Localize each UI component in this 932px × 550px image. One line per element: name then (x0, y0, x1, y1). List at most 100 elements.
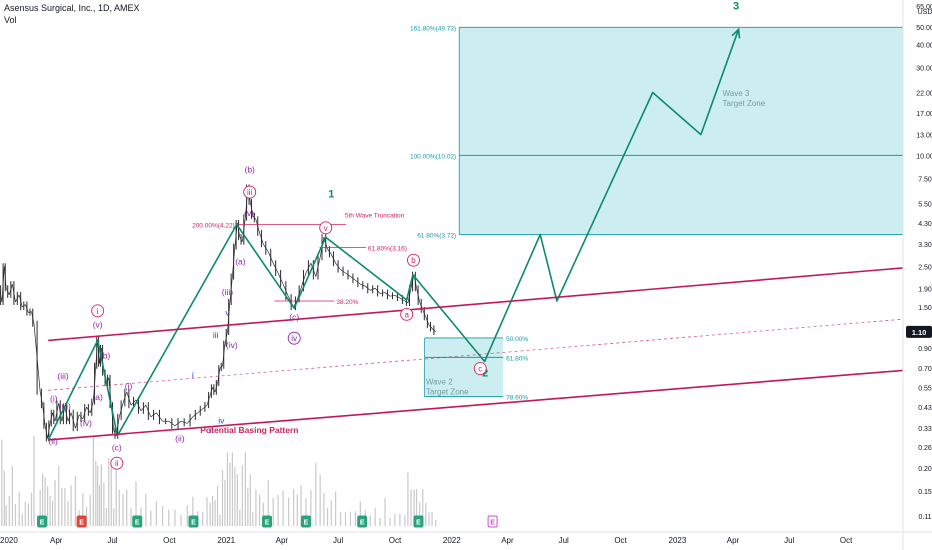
price-path (22, 304, 26, 308)
price-path (156, 412, 163, 422)
earnings-event-marker[interactable] (37, 515, 48, 528)
volume-bar (209, 502, 211, 526)
x-tick-label: 2022 (443, 536, 461, 545)
volume-bar (239, 509, 241, 526)
price-path (49, 412, 53, 424)
wave-count-label: (iii) (222, 287, 233, 297)
price-path (174, 420, 182, 427)
x-tick-label: Jul (333, 536, 343, 545)
y-tick-label: 0.90 (918, 346, 932, 353)
y-tick-label: 1.90 (918, 286, 932, 293)
price-path (86, 406, 91, 413)
wave-count-circle (91, 304, 105, 318)
price-path (407, 288, 412, 304)
price-path (18, 294, 23, 308)
earnings-event-label: E (416, 520, 421, 527)
price-path (28, 311, 32, 313)
wave-count-label: iii (247, 188, 253, 197)
last-price-badge[interactable] (906, 325, 932, 338)
earnings-event-marker[interactable] (487, 515, 498, 528)
volume-bar (64, 488, 66, 526)
x-tick-label: 2023 (669, 536, 687, 545)
volume-bar (21, 514, 23, 526)
last-price-label: 1.10 (912, 328, 927, 337)
earnings-event-label: E (490, 520, 495, 527)
volume-bar (425, 502, 427, 526)
price-path (330, 254, 336, 264)
y-tick-label: 3.30 (918, 242, 932, 249)
volume-bar (135, 481, 137, 526)
wave-count-label: 3 (733, 1, 739, 13)
fib-level-label: 78.60% (506, 395, 528, 402)
volume-bar (384, 497, 386, 526)
earnings-event-marker[interactable] (357, 515, 368, 528)
earnings-event-marker[interactable] (132, 515, 143, 528)
wave-arrowhead (731, 27, 741, 39)
price-path (214, 382, 218, 392)
volume-bar (113, 508, 115, 526)
volume-bar (108, 458, 110, 526)
price-path (315, 257, 321, 277)
earnings-event-label: E (304, 520, 309, 527)
earnings-event-label: E (265, 520, 270, 527)
x-tick-label: Oct (389, 536, 402, 545)
price-path (67, 412, 72, 422)
earnings-event-marker[interactable] (300, 515, 311, 528)
price-path (122, 391, 128, 404)
currency-label: USD (918, 9, 932, 16)
x-tick-label: Apr (727, 536, 740, 545)
volume-bar (161, 506, 164, 526)
price-path (404, 300, 409, 304)
price-path (296, 288, 302, 300)
price-path (130, 399, 137, 406)
price-path (58, 403, 63, 422)
volume-bar (394, 513, 396, 526)
price-path (224, 331, 228, 344)
price-path (259, 232, 264, 245)
volume-bar (326, 507, 329, 526)
price-path (399, 297, 406, 302)
volume-bar (174, 509, 176, 526)
wave-count-label: (a) (235, 257, 246, 267)
volume-bar (349, 511, 352, 526)
price-path (140, 404, 147, 412)
wave-count-label: i (97, 307, 99, 316)
price-path (31, 311, 35, 324)
x-tick-label: Jul (107, 536, 117, 545)
earnings-event-marker[interactable] (188, 515, 199, 528)
price-path (394, 294, 401, 299)
zones-layer (424, 27, 903, 397)
volume-bar (231, 452, 233, 526)
x-tick-label: 2020 (0, 536, 18, 545)
volume-bar (234, 466, 236, 526)
earnings-event-marker[interactable] (76, 515, 87, 528)
price-path (44, 425, 48, 439)
price-path (95, 339, 99, 366)
price-path (0, 289, 3, 303)
earnings-event-marker[interactable] (413, 515, 424, 528)
y-tick-label: 0.33 (918, 426, 932, 433)
earnings-event-label: E (135, 520, 140, 527)
price-path (370, 287, 376, 291)
volume-bar (335, 491, 337, 526)
volume-bar (180, 514, 182, 526)
price-path (150, 412, 157, 418)
volume-bar (252, 512, 254, 526)
volume-bar (305, 497, 307, 526)
price-path (227, 301, 231, 332)
y-tick-label: 2.50 (918, 264, 932, 271)
wave-count-label: iv (291, 334, 297, 343)
price-path (255, 219, 260, 233)
price-path (300, 272, 307, 289)
earnings-event-marker[interactable] (262, 515, 273, 528)
volume-bar (212, 495, 214, 526)
volume-bar (46, 486, 49, 526)
volume-bar (221, 470, 224, 526)
volume-bar (100, 464, 102, 526)
volume-bar (300, 485, 302, 526)
volume-bar (369, 515, 371, 526)
volume-bar (27, 503, 30, 526)
wave-count-label: iii (213, 330, 219, 340)
